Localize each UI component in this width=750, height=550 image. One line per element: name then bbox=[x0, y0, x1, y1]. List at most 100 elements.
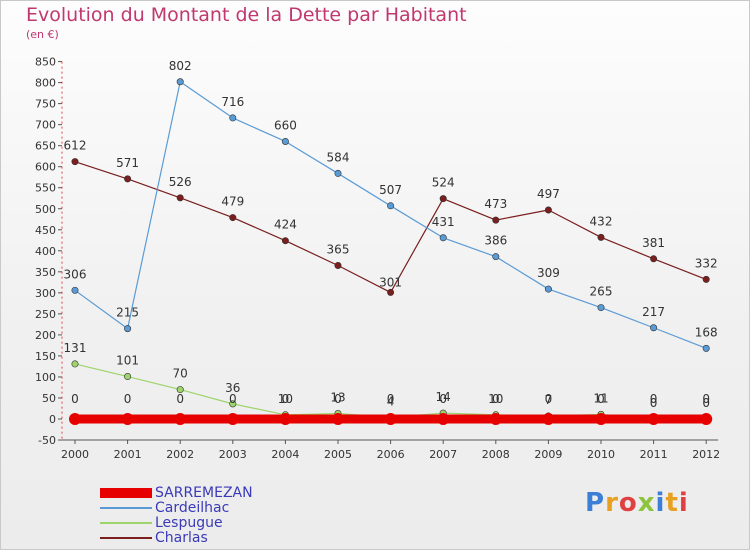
data-point-cardeilhac bbox=[650, 324, 658, 332]
data-label-cardeilhac: 217 bbox=[642, 305, 665, 319]
data-point-cardeilhac bbox=[702, 344, 710, 352]
y-tick-label: 250 bbox=[35, 308, 56, 321]
data-label-lespugue: 10 bbox=[488, 392, 503, 406]
data-point-charlas bbox=[492, 216, 500, 224]
y-tick-label: 0 bbox=[49, 413, 56, 426]
data-point-sarremezan bbox=[700, 413, 713, 425]
data-point-cardeilhac bbox=[387, 202, 395, 210]
data-point-cardeilhac bbox=[597, 304, 605, 312]
data-point-cardeilhac bbox=[124, 325, 132, 333]
x-tick-label: 2005 bbox=[324, 448, 352, 461]
logo-letter: i bbox=[655, 488, 666, 518]
data-label-lespugue: 7 bbox=[545, 393, 553, 407]
x-tick-label: 2006 bbox=[377, 448, 405, 461]
data-label-lespugue: 0 bbox=[702, 396, 710, 410]
y-tick-label: 850 bbox=[35, 56, 56, 69]
data-point-cardeilhac bbox=[229, 114, 237, 122]
data-point-cardeilhac bbox=[334, 169, 342, 177]
x-tick-label: 2002 bbox=[166, 448, 194, 461]
data-label-sarremezan: 0 bbox=[702, 392, 710, 406]
data-point-charlas bbox=[229, 214, 237, 222]
y-tick-label: 700 bbox=[35, 119, 56, 132]
legend-label: Charlas bbox=[155, 529, 208, 546]
data-point-sarremezan bbox=[69, 413, 81, 425]
data-label-charlas: 332 bbox=[695, 256, 718, 270]
legend-item-lespugue: Lespugue bbox=[100, 515, 223, 531]
data-label-cardeilhac: 168 bbox=[695, 325, 718, 339]
data-point-sarremezan bbox=[384, 413, 397, 425]
data-label-lespugue: 13 bbox=[330, 391, 345, 405]
y-tick-label: 150 bbox=[35, 350, 56, 363]
data-point-sarremezan bbox=[489, 413, 502, 425]
data-point-cardeilhac bbox=[176, 78, 184, 86]
y-tick-label: 50 bbox=[42, 392, 56, 405]
logo-letter: i bbox=[678, 488, 689, 518]
x-tick-label: 2004 bbox=[271, 448, 299, 461]
data-label-cardeilhac: 309 bbox=[537, 266, 560, 280]
data-label-charlas: 571 bbox=[116, 156, 139, 170]
data-label-sarremezan: 0 bbox=[124, 392, 132, 406]
data-point-sarremezan bbox=[121, 413, 134, 425]
data-label-sarremezan: 0 bbox=[387, 392, 395, 406]
data-label-lespugue: 10 bbox=[278, 392, 293, 406]
data-point-lespugue bbox=[71, 360, 79, 368]
data-point-sarremezan bbox=[226, 413, 239, 425]
data-label-lespugue: 0 bbox=[650, 396, 658, 410]
data-label-sarremezan: 0 bbox=[71, 392, 79, 406]
data-point-charlas bbox=[597, 233, 605, 241]
legend-label: Lespugue bbox=[155, 514, 223, 531]
x-tick-label: 2011 bbox=[640, 448, 668, 461]
data-label-lespugue: 4 bbox=[387, 394, 395, 408]
data-label-cardeilhac: 306 bbox=[64, 267, 87, 281]
data-point-lespugue bbox=[176, 386, 184, 394]
data-label-charlas: 479 bbox=[221, 195, 244, 209]
data-label-sarremezan: 0 bbox=[334, 392, 342, 406]
y-tick-label: 750 bbox=[35, 98, 56, 111]
data-label-cardeilhac: 802 bbox=[169, 59, 192, 73]
data-point-cardeilhac bbox=[492, 253, 500, 261]
data-label-charlas: 526 bbox=[169, 175, 192, 189]
data-point-lespugue bbox=[229, 400, 237, 408]
logo-letter: t bbox=[665, 488, 679, 518]
data-point-sarremezan bbox=[174, 413, 187, 425]
data-label-cardeilhac: 386 bbox=[484, 234, 507, 248]
x-tick-label: 2003 bbox=[219, 448, 247, 461]
data-label-lespugue: 11 bbox=[593, 391, 608, 405]
data-label-sarremezan: 0 bbox=[597, 392, 605, 406]
data-label-cardeilhac: 265 bbox=[590, 285, 613, 299]
x-tick-label: 2008 bbox=[482, 448, 510, 461]
x-tick-label: 2001 bbox=[114, 448, 142, 461]
data-label-sarremezan: 0 bbox=[545, 392, 553, 406]
x-tick-label: 2012 bbox=[692, 448, 720, 461]
data-point-charlas bbox=[71, 158, 79, 166]
data-point-charlas bbox=[387, 288, 395, 296]
data-point-charlas bbox=[176, 194, 184, 202]
y-tick-label: 350 bbox=[35, 266, 56, 279]
x-tick-label: 2007 bbox=[429, 448, 457, 461]
proxiti-logo: Proxiti bbox=[585, 488, 689, 518]
data-label-charlas: 524 bbox=[432, 176, 455, 190]
y-tick-label: 800 bbox=[35, 77, 56, 90]
x-tick-label: 2000 bbox=[61, 448, 89, 461]
y-tick-label: 650 bbox=[35, 140, 56, 153]
data-label-lespugue: 36 bbox=[225, 381, 240, 395]
data-label-cardeilhac: 507 bbox=[379, 183, 402, 197]
x-tick-label: 2010 bbox=[587, 448, 615, 461]
legend-item-charlas: Charlas bbox=[100, 530, 208, 546]
data-point-charlas bbox=[544, 206, 552, 214]
legend-label: SARREMEZAN bbox=[155, 484, 253, 501]
logo-letter: P bbox=[585, 488, 606, 518]
data-point-sarremezan bbox=[595, 413, 607, 425]
y-tick-label: 200 bbox=[35, 329, 56, 342]
data-label-lespugue: 101 bbox=[116, 354, 139, 368]
data-label-cardeilhac: 431 bbox=[432, 215, 455, 229]
data-label-lespugue: 70 bbox=[173, 367, 188, 381]
y-tick-label: 450 bbox=[35, 224, 56, 237]
y-tick-label: 300 bbox=[35, 287, 56, 300]
y-tick-label: 600 bbox=[35, 161, 56, 174]
logo-letter: r bbox=[605, 488, 619, 518]
y-tick-label: 400 bbox=[35, 245, 56, 258]
data-label-cardeilhac: 584 bbox=[327, 150, 350, 164]
